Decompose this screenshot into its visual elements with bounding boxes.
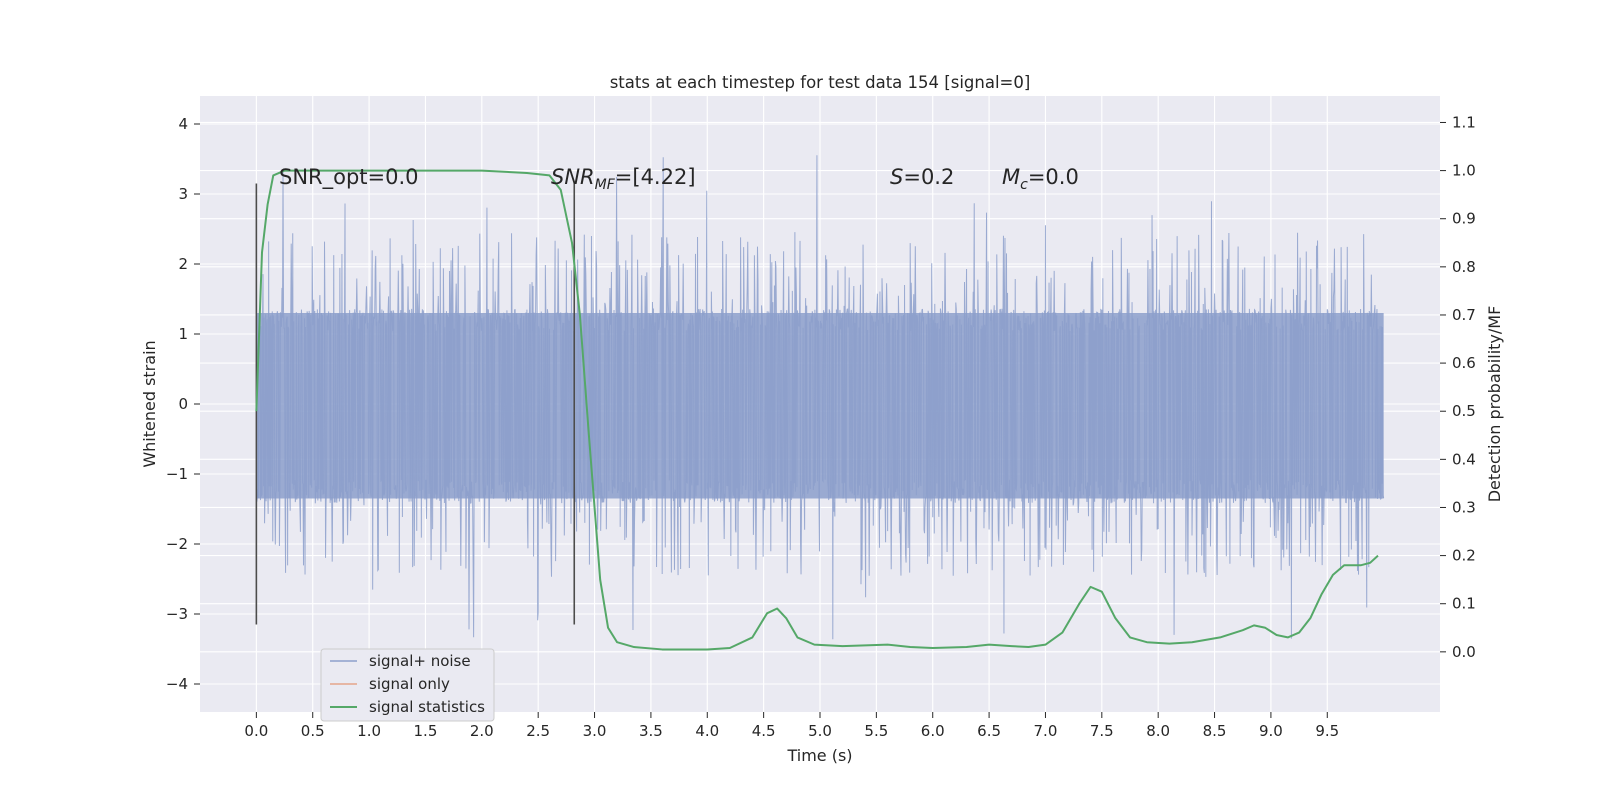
x-tick-label: 2.0 bbox=[470, 722, 494, 740]
noise-series bbox=[255, 155, 1385, 640]
x-tick-label: 6.0 bbox=[921, 722, 945, 740]
y2-tick-label: 0.5 bbox=[1452, 402, 1476, 420]
y2-tick-label: 1.0 bbox=[1452, 162, 1476, 180]
y-tick-label: 1 bbox=[178, 325, 188, 343]
x-tick-label: 5.0 bbox=[808, 722, 832, 740]
x-tick-label: 8.5 bbox=[1203, 722, 1227, 740]
y2-axis-label: Detection probability/MF bbox=[1485, 306, 1504, 503]
x-axis-label: Time (s) bbox=[786, 746, 852, 765]
x-tick-label: 0.5 bbox=[301, 722, 325, 740]
legend-label-signal: signal only bbox=[369, 675, 450, 693]
legend-box bbox=[320, 648, 495, 722]
y2-tick-label: 0.3 bbox=[1452, 498, 1476, 516]
y2-tick-label: 0.9 bbox=[1452, 210, 1476, 228]
stats-line bbox=[255, 169, 1379, 651]
y2-tick-label: 0.7 bbox=[1452, 306, 1476, 324]
y2-tick-label: 0.4 bbox=[1452, 450, 1476, 468]
y-ticks: 4 3 2 1 0 −1 −2 −3 −4 bbox=[166, 115, 200, 693]
x-tick-label: 9.0 bbox=[1259, 722, 1283, 740]
x-tick-label: 8.0 bbox=[1146, 722, 1170, 740]
y-tick-label: −3 bbox=[166, 605, 188, 623]
legend-label-noise: signal+ noise bbox=[369, 652, 471, 670]
x-tick-label: 5.5 bbox=[864, 722, 888, 740]
y2-tick-label: 1.1 bbox=[1452, 113, 1476, 131]
y2-tick-label: 0.0 bbox=[1452, 643, 1476, 661]
y2-ticks: 1.1 1.0 0.9 0.8 0.7 0.6 0.5 0.4 0.3 0.2 0.1 0.0 bbox=[1440, 113, 1476, 661]
x-tick-label: 4.0 bbox=[695, 722, 719, 740]
y-axis-label: Whitened strain bbox=[140, 340, 159, 467]
annotation-s: S=0.2 bbox=[890, 165, 954, 189]
annotation-snr-opt: SNR_opt=0.0 bbox=[279, 165, 419, 190]
x-tick-label: 0.0 bbox=[244, 722, 268, 740]
x-tick-label: 1.5 bbox=[414, 722, 438, 740]
x-tick-label: 9.5 bbox=[1315, 722, 1339, 740]
y2-tick-label: 0.8 bbox=[1452, 258, 1476, 276]
annotation-mc: Mc=0.0 bbox=[1002, 165, 1079, 193]
y-tick-label: −4 bbox=[166, 675, 188, 693]
noise-line bbox=[255, 155, 1385, 640]
y2-tick-label: 0.1 bbox=[1452, 595, 1476, 613]
x-tick-label: 7.0 bbox=[1034, 722, 1058, 740]
stats-series bbox=[255, 169, 1379, 651]
annotation-snr-mf: SNRMF=[4.22] bbox=[551, 165, 696, 193]
x-tick-label: 2.5 bbox=[526, 722, 550, 740]
x-tick-label: 6.5 bbox=[977, 722, 1001, 740]
x-tick-label: 7.5 bbox=[1090, 722, 1114, 740]
x-ticks: 0.0 0.5 1.0 1.5 2.0 2.5 3.0 3.5 4.0 4.5 5.0 5.5 6.0 6… bbox=[244, 712, 1339, 740]
y-tick-label: 2 bbox=[178, 255, 188, 273]
x-tick-label: 1.0 bbox=[357, 722, 381, 740]
x-tick-label: 4.5 bbox=[752, 722, 776, 740]
y-tick-label: 0 bbox=[178, 395, 188, 413]
x-tick-label: 3.0 bbox=[583, 722, 607, 740]
y-tick-label: 3 bbox=[178, 185, 188, 203]
y2-tick-label: 0.6 bbox=[1452, 354, 1476, 372]
chart-title: stats at each timestep for test data 154… bbox=[610, 73, 1031, 92]
legend: signal+ noise signal only signal statist… bbox=[320, 648, 495, 722]
x-tick-label: 3.5 bbox=[639, 722, 663, 740]
y-tick-label: −1 bbox=[166, 465, 188, 483]
y-tick-label: 4 bbox=[178, 115, 188, 133]
y2-tick-label: 0.2 bbox=[1452, 547, 1476, 565]
y-tick-label: −2 bbox=[166, 535, 188, 553]
legend-label-stats: signal statistics bbox=[369, 698, 485, 716]
